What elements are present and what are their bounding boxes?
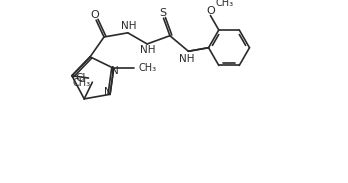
- Text: CH₃: CH₃: [215, 0, 233, 8]
- Text: NH: NH: [121, 21, 136, 31]
- Text: CH₃: CH₃: [139, 63, 157, 73]
- Text: N: N: [104, 87, 112, 97]
- Text: CH₃: CH₃: [72, 78, 90, 88]
- Text: O: O: [206, 6, 215, 16]
- Text: NH: NH: [179, 54, 194, 64]
- Text: N: N: [111, 66, 119, 76]
- Text: NH: NH: [140, 46, 156, 55]
- Text: S: S: [159, 8, 166, 18]
- Text: O: O: [91, 10, 100, 20]
- Text: Cl: Cl: [75, 73, 86, 83]
